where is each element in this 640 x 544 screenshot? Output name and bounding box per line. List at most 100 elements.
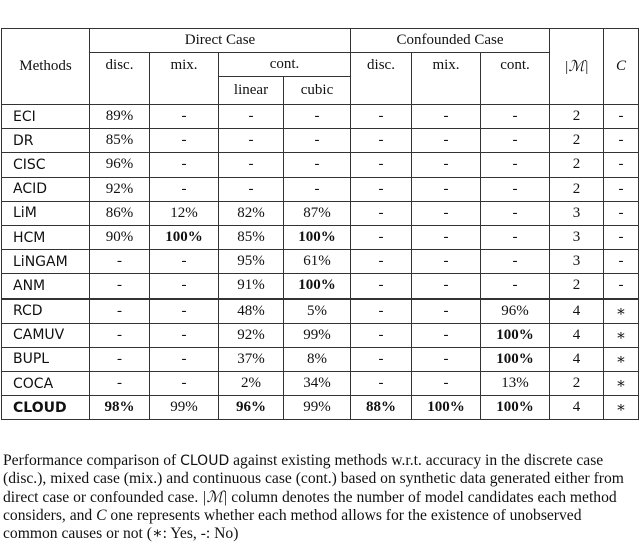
table-cell: 100% — [283, 273, 351, 299]
table-cell: - — [350, 346, 412, 373]
method-name: CISC — [1, 152, 90, 178]
table-cell: 96% — [480, 297, 550, 324]
table-row: HCM 90% 100% 85% 100% - - -3- — [1, 224, 639, 251]
table-cell: - — [149, 176, 219, 202]
header-model-count: |ℳ| — [549, 28, 604, 105]
table-cell: - — [480, 103, 550, 130]
table-cell: 13% — [480, 371, 550, 397]
table-caption: Performance comparison of CLOUD against … — [3, 452, 639, 543]
method-name: DR — [1, 128, 90, 154]
table-cell: 12% — [149, 200, 219, 226]
table-cell: 2 — [549, 128, 604, 154]
table-cell: - — [350, 297, 412, 324]
header-direct-cont: cont. — [218, 52, 351, 77]
table-cell: - — [350, 128, 412, 154]
table-body: ECI 89% - - - - - -2- DR 85% - - - - - -2- CISC 96% - - - - - -… — [1, 103, 639, 421]
table-cell: 2 — [549, 152, 604, 178]
method-name: CAMUV — [1, 322, 90, 348]
table-row: ANM - -91% 100% - - -2- — [1, 273, 639, 299]
table-cell: 86% — [89, 200, 150, 226]
method-name: BUPL — [1, 346, 90, 373]
table-cell: 88% — [350, 395, 412, 421]
table-cell: 100% — [480, 346, 550, 373]
header-direct-disc: disc. — [89, 52, 150, 105]
table-row: ECI 89% - - - - - -2- — [1, 103, 639, 130]
table-cell: - — [283, 103, 351, 130]
table-cell: - — [411, 249, 481, 275]
method-name: ECI — [1, 103, 90, 130]
method-name: RCD — [1, 297, 90, 324]
header-conf-cont: cont. — [480, 52, 550, 105]
table-cell: - — [149, 297, 219, 324]
table-cell: 100% — [283, 224, 351, 251]
table-cell: - — [149, 152, 219, 178]
table-cell: 92% — [218, 322, 284, 348]
table-cell: - — [149, 322, 219, 348]
table-cell: 85% — [218, 224, 284, 251]
table-cell: - — [411, 224, 481, 251]
table-cell: 2 — [549, 371, 604, 397]
header-direct-case: Direct Case — [89, 28, 351, 53]
method-name: LiM — [1, 200, 90, 226]
table-cell: 4 — [549, 395, 604, 421]
table-cell: - — [283, 152, 351, 178]
table-cell: - — [283, 176, 351, 202]
table-cell: 96% — [89, 152, 150, 178]
table-cell: - — [411, 322, 481, 348]
table-row: RCD - -48% 5% - -96% 4 ∗ — [1, 297, 639, 324]
method-name: LiNGAM — [1, 249, 90, 275]
table-cell: - — [89, 297, 150, 324]
table-cell: - — [411, 273, 481, 299]
caption-m: |ℳ| — [202, 488, 228, 506]
table-cell: - — [218, 103, 284, 130]
method-name: ANM — [1, 273, 90, 299]
table-cell: - — [350, 371, 412, 397]
table-cell: - — [480, 176, 550, 202]
table-cell: 87% — [283, 200, 351, 226]
table-cell: - — [350, 103, 412, 130]
table-cell: - — [480, 273, 550, 299]
table-cell: 92% — [89, 176, 150, 202]
header-conf-disc: disc. — [350, 52, 412, 105]
table-cell: 2% — [218, 371, 284, 397]
method-name: COCA — [1, 371, 90, 397]
table-cell: - — [480, 249, 550, 275]
caption-text: against existing methods w.r.t. accuracy… — [3, 452, 624, 506]
table-row: ACID 92% - - - - - -2- — [1, 176, 639, 202]
table-cell: - — [603, 224, 639, 251]
caption-text: column denotes the number of model candi… — [3, 488, 617, 524]
table-cell: - — [411, 346, 481, 373]
table-cell: - — [350, 200, 412, 226]
table-cell: 2 — [549, 273, 604, 299]
table-cell: - — [480, 224, 550, 251]
table-cell: - — [603, 249, 639, 275]
table-cell: - — [603, 273, 639, 299]
table-cell: - — [480, 152, 550, 178]
table-cell: - — [350, 176, 412, 202]
table-cell: - — [350, 322, 412, 348]
table-cell: - — [411, 176, 481, 202]
table-cell: - — [350, 224, 412, 251]
header-linear: linear — [218, 76, 284, 105]
table-cell: 89% — [89, 103, 150, 130]
table-cell: 95% — [218, 249, 284, 275]
table-cell: 2 — [549, 176, 604, 202]
table-cell: - — [149, 103, 219, 130]
table-cell: ∗ — [603, 322, 639, 348]
table-row: COCA - -2% 34% - -13% 2 ∗ — [1, 371, 639, 397]
table-cell: - — [603, 152, 639, 178]
table-cell: - — [603, 200, 639, 226]
method-name: ACID — [1, 176, 90, 202]
table-row: LiM 86% 12% 82% 87% - - -3- — [1, 200, 639, 226]
table-cell: 34% — [283, 371, 351, 397]
table-cell: ∗ — [603, 346, 639, 373]
table-cell: 85% — [89, 128, 150, 154]
table-cell: - — [411, 128, 481, 154]
table-cell: - — [89, 371, 150, 397]
method-name: CLOUD — [1, 395, 90, 421]
table-cell: - — [89, 322, 150, 348]
table-cell: 4 — [549, 297, 604, 324]
table-cell: 4 — [549, 322, 604, 348]
table-cell: 100% — [480, 322, 550, 348]
table-cell: 61% — [283, 249, 351, 275]
